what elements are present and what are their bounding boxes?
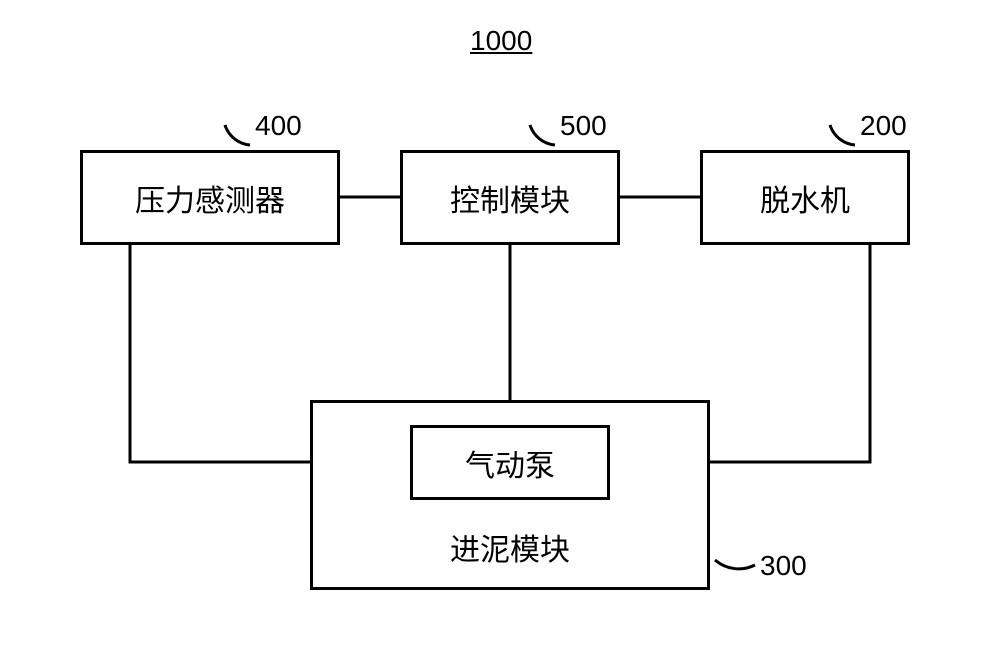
block-diagram: 1000 压力感测器 控制模块 脱水机 进泥模块 气动泵 400 500 200… xyxy=(0,0,1000,657)
ref-300: 300 xyxy=(760,550,807,582)
ref-400: 400 xyxy=(255,110,302,142)
node-label: 控制模块 xyxy=(450,176,570,220)
node-label: 气动泵 xyxy=(465,441,555,485)
node-pressure-sensor: 压力感测器 xyxy=(80,150,340,245)
node-label: 进泥模块 xyxy=(450,525,570,569)
node-pneumatic-pump: 气动泵 xyxy=(410,425,610,500)
node-label: 脱水机 xyxy=(760,176,850,220)
diagram-title: 1000 xyxy=(470,25,532,57)
node-label: 压力感测器 xyxy=(135,176,285,220)
node-dehydrator: 脱水机 xyxy=(700,150,910,245)
node-control-module: 控制模块 xyxy=(400,150,620,245)
ref-500: 500 xyxy=(560,110,607,142)
ref-200: 200 xyxy=(860,110,907,142)
